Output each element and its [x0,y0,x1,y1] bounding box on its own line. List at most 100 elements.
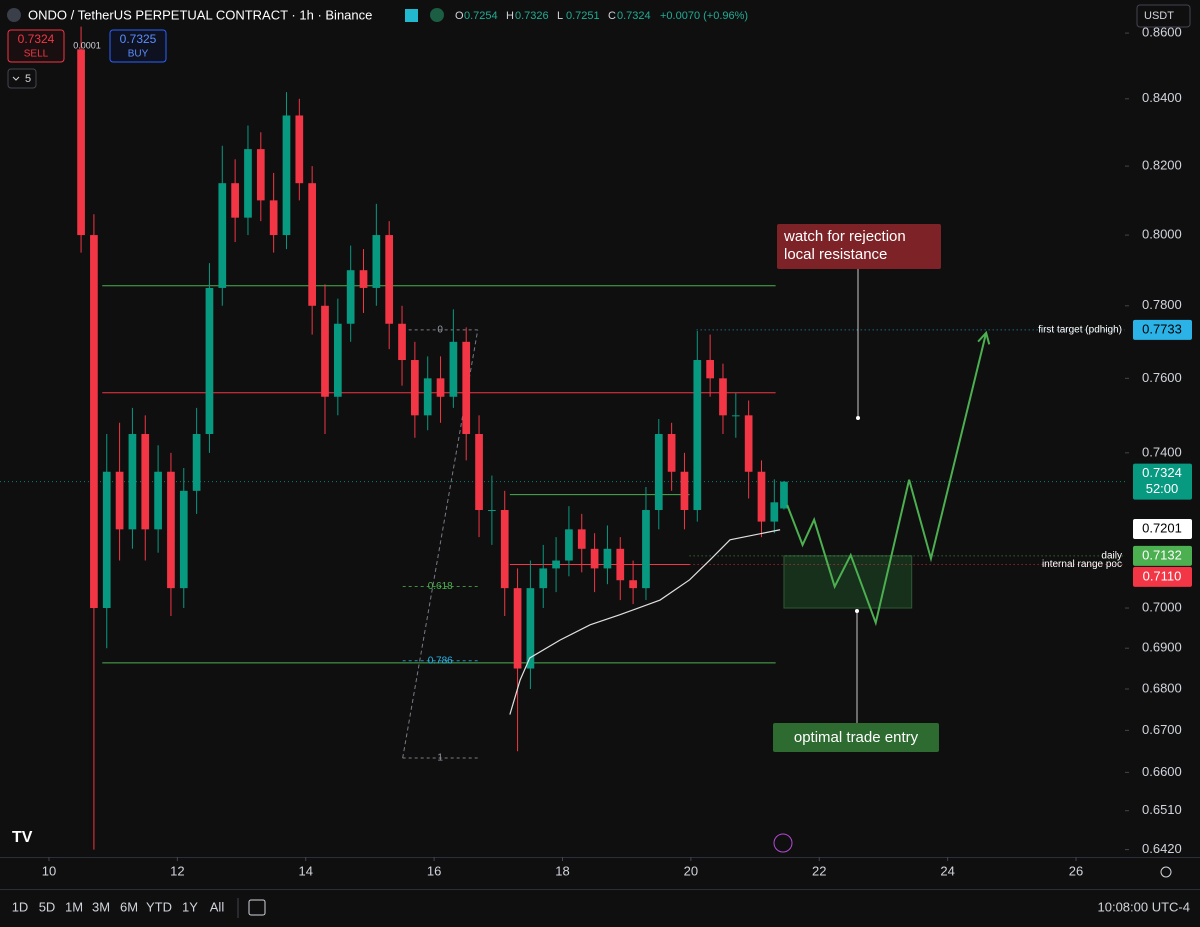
price-tag [1133,463,1192,500]
currency-select[interactable] [1136,4,1191,28]
candle-body [757,471,766,522]
candle-body [282,115,291,236]
candle-body [706,360,714,379]
settings-icon[interactable] [1160,866,1172,878]
fib-trend [402,329,479,759]
flag-icon[interactable] [405,9,418,22]
sell-price: 0.7324 [18,32,55,46]
price-tag-label: 0.7733 [1142,321,1182,336]
candle-body [77,49,85,236]
price-tag-label: 0.7132 [1142,547,1182,562]
candle-body [333,323,342,397]
candle-body [359,270,368,288]
price-tag [1133,566,1192,587]
candle-body [500,510,509,589]
y-tick-label: 0.8400 [1142,90,1182,105]
x-tick-label: 16 [427,863,441,878]
candle-body [128,434,137,530]
range-button[interactable]: 1Y [182,899,198,914]
y-tick-label: 0.6420 [1142,841,1182,856]
candle-body [167,471,175,589]
candle-body [667,434,676,472]
candle-body [654,434,663,511]
candle-body [603,548,612,569]
y-tick-label: 0.6510 [1142,802,1182,817]
x-tick-label: 22 [812,863,826,878]
price-tag [1133,518,1192,539]
candle-body [552,560,560,569]
indicators-count: 5 [25,73,31,85]
y-tick-label: 0.6900 [1142,640,1182,655]
sell-button[interactable] [7,29,65,63]
logo: TV [12,829,33,846]
range-button[interactable]: 1M [65,899,83,914]
candle-body [218,183,227,288]
candle-body [346,270,355,324]
candle-body [744,415,753,472]
candle-body [385,235,394,324]
candle-body [488,510,496,512]
projection-path [786,332,988,627]
annotation-text: local resistance [784,246,887,263]
range-button[interactable]: 3M [92,899,110,914]
candle-body [642,510,650,589]
projection-arrowhead [977,330,991,345]
candle-body [680,471,689,511]
annotation-box[interactable] [777,224,941,269]
candle-body [102,471,111,609]
ohlc-value: 0.7254 [464,10,498,22]
price-tag [1133,319,1192,340]
candle-body [90,235,98,609]
ohlc-value: 0.7324 [617,10,651,22]
x-tick-label: 20 [684,863,698,878]
candle-body [154,471,162,530]
clock: 10:08:00 UTC-4 [1098,899,1191,914]
buy-label: BUY [128,49,149,60]
buy-button[interactable] [109,29,167,63]
symbol-title[interactable]: ONDO / TetherUS PERPETUAL CONTRACT · 1h … [28,7,372,22]
candle-body [565,529,573,561]
candle-body [192,434,201,491]
annotation-dot [855,609,859,613]
ohlc-key: O [455,10,464,22]
range-button[interactable]: YTD [146,899,172,914]
ohlc-key: C [608,10,616,22]
annotation-text: optimal trade entry [794,729,919,746]
candle-body [539,568,548,589]
spread: 0.0001 [73,40,101,50]
ohlc-key: L [557,10,563,22]
x-tick-label: 26 [1069,863,1083,878]
x-tick-label: 12 [170,863,184,878]
fib-label: 0 [437,325,443,336]
range-button[interactable]: 6M [120,899,138,914]
candle-body [770,502,779,522]
y-tick-label: 0.6600 [1142,764,1182,779]
x-tick-label: 10 [42,863,56,878]
y-tick-label: 0.7400 [1142,444,1182,459]
candle-body [244,149,252,218]
price-line-label: internal range poc [1042,559,1122,570]
candle-body [256,149,265,201]
alert-icon[interactable] [773,833,793,853]
candle-body [577,529,586,549]
indicators-toggle[interactable] [7,68,37,89]
y-tick-label: 0.8200 [1142,158,1182,173]
candle-body [231,183,239,218]
range-button[interactable]: All [210,899,225,914]
candle-body [629,580,637,589]
date-range-icon[interactable] [248,899,266,916]
price-tag [1133,545,1192,566]
candle-body [141,434,150,530]
currency: USDT [1144,10,1174,22]
candle-body [719,378,727,416]
range-button[interactable]: 1D [12,899,29,914]
price-line-label: first target (pdhigh) [1038,325,1122,336]
candle-body [693,360,702,511]
range-button[interactable]: 5D [39,899,56,914]
candle-body [398,323,406,361]
annotation-box[interactable] [773,723,939,752]
candle-body [179,490,188,589]
anchored-vwap [509,529,781,715]
x-tick-label: 18 [555,863,569,878]
